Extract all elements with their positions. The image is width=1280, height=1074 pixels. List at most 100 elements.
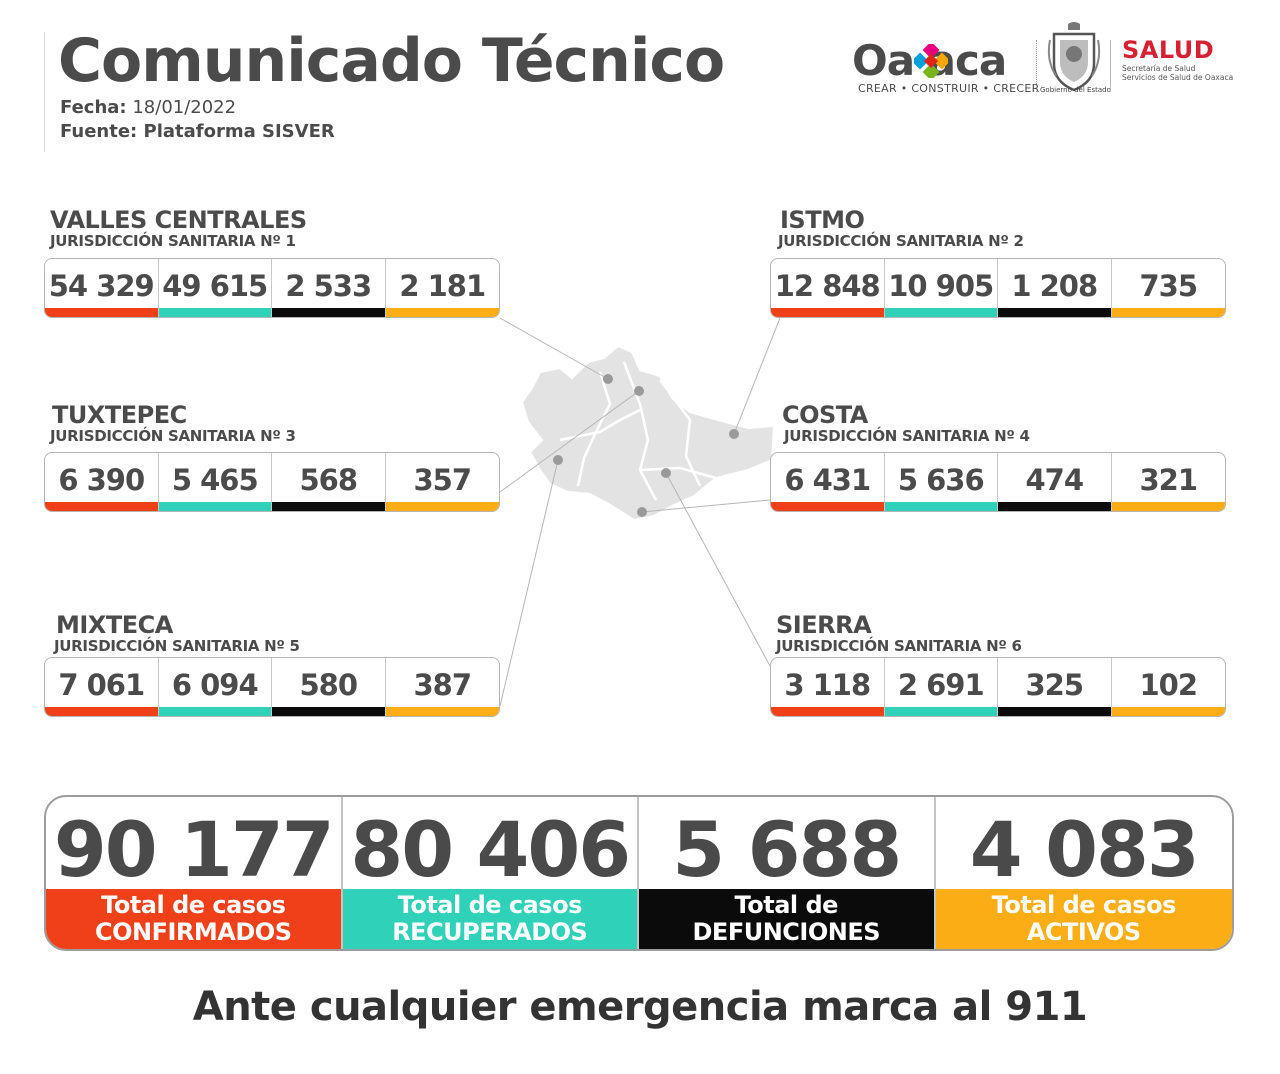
confirmados-bar: [45, 502, 158, 511]
gobierno-caption: Gobierno del Estado: [1040, 86, 1111, 94]
total-confirmados: 90 177 Total de casos CONFIRMADOS: [46, 797, 343, 949]
activos-bar: [385, 707, 499, 716]
total-activos: 4 083 Total de casos ACTIVOS: [935, 797, 1232, 949]
map-region-border: [559, 408, 641, 442]
stat-value: 2 181: [399, 269, 486, 303]
stat-defunciones: 2 533: [272, 259, 386, 317]
region-valles-centrales: VALLES CENTRALES JURISDICCIÓN SANITARIA …: [44, 206, 504, 326]
stat-defunciones: 325: [998, 658, 1112, 716]
region-jurisdiction: JURISDICCIÓN SANITARIA Nº 2: [778, 232, 1024, 250]
total-label-line1: Total de casos: [397, 891, 583, 919]
stat-defunciones: 580: [272, 658, 386, 716]
total-label: Total de casos RECUPERADOS: [342, 889, 637, 949]
page-title: Comunicado Técnico: [58, 26, 725, 96]
stat-recuperados: 2 691: [884, 658, 998, 716]
leader-line-istmo: [733, 317, 781, 435]
leader-line-valles: [499, 317, 609, 380]
report-date: Fecha: 18/01/2022: [60, 97, 236, 118]
region-stats: 6 390 5 465 568 357: [44, 452, 500, 512]
stat-confirmados: 7 061: [45, 658, 159, 716]
region-jurisdiction: JURISDICCIÓN SANITARIA Nº 5: [54, 637, 300, 655]
region-sierra: SIERRA JURISDICCIÓN SANITARIA Nº 6 3 118…: [770, 611, 1230, 731]
total-label-line1: Total de casos: [101, 891, 286, 919]
recuperados-bar: [158, 502, 271, 511]
stat-value: 580: [299, 668, 358, 702]
stat-confirmados: 6 431: [771, 453, 885, 511]
activos-bar: [385, 502, 499, 511]
total-label-line2: RECUPERADOS: [392, 918, 588, 946]
leader-line-tuxtepec: [499, 390, 640, 493]
stat-defunciones: 474: [998, 453, 1112, 511]
recuperados-bar: [158, 308, 271, 317]
region-name: TUXTEPEC: [52, 401, 187, 429]
oaxaca-map: [499, 317, 781, 707]
total-label-line1: Total de: [734, 891, 839, 919]
recuperados-bar: [158, 707, 271, 716]
defunciones-bar: [998, 308, 1111, 317]
confirmados-bar: [45, 707, 158, 716]
region-stats: 54 329 49 615 2 533 2 181: [44, 258, 500, 318]
stat-value: 387: [413, 668, 472, 702]
stat-value: 6 431: [784, 463, 871, 497]
leader-line-mixteca: [499, 459, 559, 707]
map-point-istmo: [729, 429, 739, 439]
stat-recuperados: 5 636: [884, 453, 998, 511]
map-point-tuxtepec: [634, 386, 644, 396]
stat-activos: 357: [385, 453, 499, 511]
activos-bar: [1111, 707, 1225, 716]
stat-value: 2 533: [285, 269, 372, 303]
report-source: Fuente: Plataforma SISVER: [60, 121, 335, 142]
salud-subtitle-1: Secretaría de Salud: [1122, 64, 1196, 73]
stat-value: 568: [299, 463, 358, 497]
oaxaca-x-icon: [914, 44, 948, 78]
total-value: 5 688: [672, 805, 902, 894]
confirmados-bar: [771, 502, 884, 511]
total-value: 80 406: [350, 805, 631, 894]
stat-value: 735: [1139, 269, 1198, 303]
stat-confirmados: 3 118: [771, 658, 885, 716]
defunciones-bar: [272, 308, 385, 317]
stat-activos: 2 181: [385, 259, 499, 317]
recuperados-bar: [884, 308, 997, 317]
stat-recuperados: 6 094: [158, 658, 272, 716]
stat-value: 474: [1025, 463, 1084, 497]
stat-value: 3 118: [784, 668, 871, 702]
stat-confirmados: 6 390: [45, 453, 159, 511]
region-istmo: ISTMO JURISDICCIÓN SANITARIA Nº 2 12 848…: [770, 206, 1230, 326]
stat-recuperados: 5 465: [158, 453, 272, 511]
region-stats: 3 118 2 691 325 102: [770, 657, 1226, 717]
stat-value: 6 094: [171, 668, 259, 702]
stat-confirmados: 12 848: [771, 259, 885, 317]
confirmados-bar: [771, 707, 884, 716]
stat-value: 2 691: [897, 668, 985, 702]
leader-line-costa: [641, 499, 771, 513]
region-name: COSTA: [782, 401, 868, 429]
total-value: 90 177: [53, 805, 335, 894]
activos-bar: [1111, 502, 1225, 511]
total-label: Total de casos CONFIRMADOS: [46, 889, 341, 949]
stat-value: 1 208: [1011, 269, 1098, 303]
coat-of-arms-icon: [1047, 22, 1101, 92]
date-label: Fecha:: [60, 97, 127, 118]
map-point-mixteca: [553, 455, 563, 465]
stat-value: 10 905: [888, 269, 994, 303]
map-region-border: [639, 466, 717, 480]
leader-line-sierra: [665, 472, 771, 667]
stat-value: 49 615: [162, 269, 268, 303]
defunciones-bar: [272, 502, 385, 511]
stat-value: 6 390: [58, 463, 145, 497]
map-point-costa: [637, 507, 647, 517]
stat-activos: 387: [385, 658, 499, 716]
stat-value: 5 465: [171, 463, 259, 497]
total-defunciones: 5 688 Total de DEFUNCIONES: [639, 797, 936, 949]
stat-recuperados: 10 905: [884, 259, 998, 317]
confirmados-bar: [771, 308, 884, 317]
total-label: Total de casos ACTIVOS: [935, 889, 1232, 949]
salud-word: SALUD: [1122, 36, 1215, 64]
region-jurisdiction: JURISDICCIÓN SANITARIA Nº 1: [50, 232, 296, 250]
salud-logo: SALUD Secretaría de Salud Servicios de S…: [1122, 36, 1233, 82]
emergency-message: Ante cualquier emergencia marca al 911: [192, 984, 1088, 1030]
region-name: VALLES CENTRALES: [50, 206, 307, 234]
total-value: 4 083: [969, 805, 1200, 894]
stat-value: 325: [1025, 668, 1084, 702]
